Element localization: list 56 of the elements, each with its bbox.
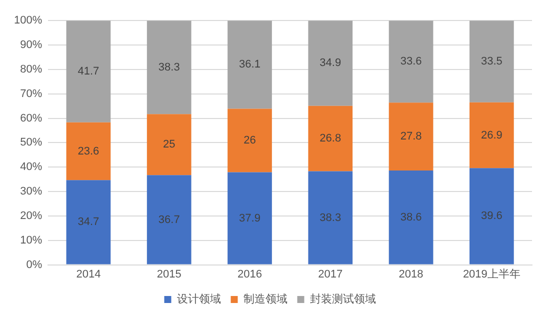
y-tick-label: 50% <box>20 136 42 149</box>
data-label: 26.8 <box>320 132 342 145</box>
y-tick-label: 100% <box>14 14 42 27</box>
y-tick-label: 30% <box>20 186 42 198</box>
data-label: 25 <box>162 138 176 151</box>
bar <box>146 175 192 264</box>
x-tick-label: 2018 <box>398 268 424 280</box>
data-label: 39.6 <box>480 210 502 222</box>
data-label: 34.7 <box>78 216 100 228</box>
bar <box>228 172 272 264</box>
bar <box>146 20 192 114</box>
bar <box>470 168 514 264</box>
data-label: 34.9 <box>320 57 342 70</box>
data-label: 38.3 <box>158 61 180 74</box>
legend-label: 封装测试领域 <box>310 292 376 306</box>
y-tick-label: 10% <box>20 234 42 246</box>
bar <box>66 122 111 180</box>
bar <box>308 171 353 264</box>
bar <box>146 114 192 176</box>
data-label: 26 <box>244 134 256 147</box>
bar <box>228 108 272 172</box>
bar <box>308 106 353 172</box>
data-label: 26.9 <box>480 129 502 142</box>
y-tick-label: 60% <box>20 112 42 124</box>
legend-label: 设计领域 <box>176 292 221 306</box>
bar <box>470 102 514 168</box>
x-tick-label: 2017 <box>318 268 343 280</box>
data-label: 27.8 <box>400 130 422 143</box>
y-tick-label: 40% <box>20 161 42 174</box>
bar <box>388 102 434 171</box>
data-label: 41.7 <box>78 66 100 78</box>
bar <box>308 20 353 106</box>
data-label: 33.6 <box>400 56 422 68</box>
x-tick-label: 2014 <box>76 268 101 280</box>
legend-label: 制造领域 <box>243 292 288 306</box>
bar <box>66 180 111 264</box>
bar <box>66 20 111 122</box>
y-tick-label: 0% <box>26 258 42 271</box>
data-label: 38.6 <box>400 211 422 224</box>
y-tick-label: 80% <box>20 63 42 76</box>
x-tick-label: 2019上半年 <box>462 267 520 280</box>
data-label: 38.3 <box>320 212 342 224</box>
data-label: 36.7 <box>158 214 180 226</box>
bar <box>228 20 272 109</box>
x-tick-label: 2015 <box>156 268 182 280</box>
bar <box>470 20 514 102</box>
bar <box>388 170 434 264</box>
y-tick-label: 20% <box>20 210 42 222</box>
data-label: 36.1 <box>239 58 260 71</box>
y-tick-label: 90% <box>20 39 42 52</box>
y-tick-label: 70% <box>20 88 42 100</box>
bar <box>388 20 434 103</box>
data-label: 23.6 <box>78 145 100 158</box>
data-label: 33.5 <box>480 56 502 68</box>
data-label: 37.9 <box>239 212 260 224</box>
x-tick-label: 2016 <box>238 268 262 280</box>
